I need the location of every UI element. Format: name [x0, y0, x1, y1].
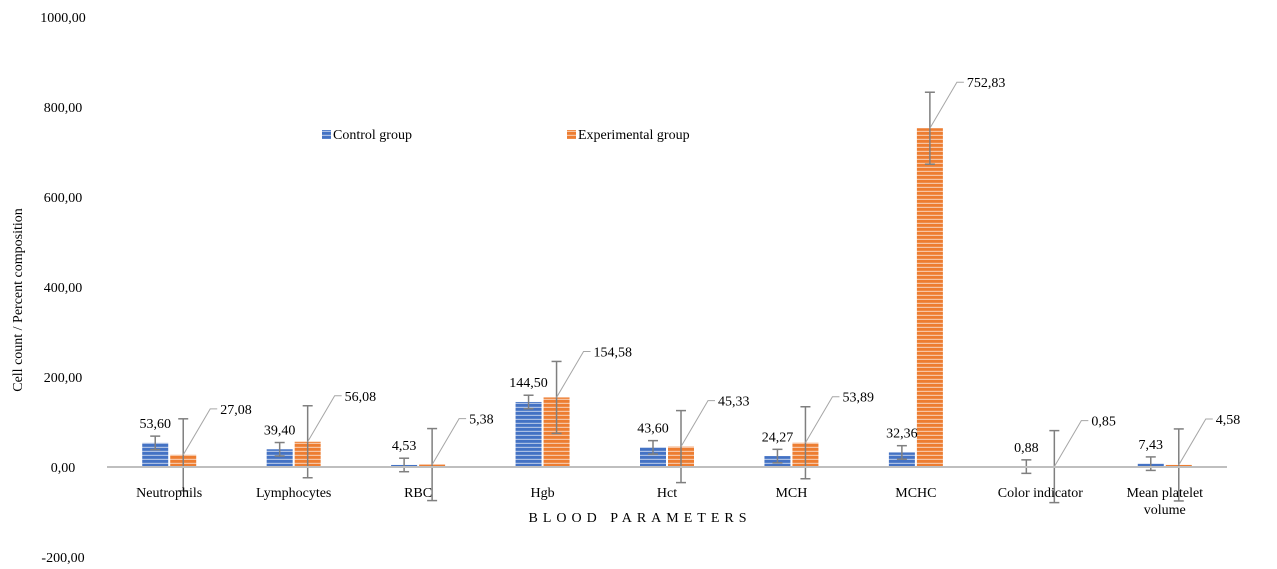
data-label: 5,38	[469, 413, 494, 428]
data-label-leader	[1053, 420, 1089, 467]
legend-label: Experimental group	[578, 128, 690, 143]
category-label: Neutrophils	[136, 486, 202, 501]
y-tick-label: 600,00	[44, 191, 83, 206]
category-label: Mean platelet	[1126, 486, 1203, 501]
data-label: 53,60	[139, 417, 171, 432]
bar-control	[515, 401, 542, 467]
bar-control	[266, 449, 293, 467]
y-tick-label: 0,00	[51, 461, 76, 476]
y-tick-label: 1000,00	[40, 11, 86, 26]
bars	[142, 128, 1192, 468]
category-label: volume	[1144, 503, 1186, 518]
data-label: 752,83	[967, 76, 1006, 91]
data-label-leader	[556, 350, 591, 398]
category-label: RBC	[404, 486, 432, 501]
data-label: 53,89	[842, 391, 874, 406]
data-label-leader	[307, 395, 342, 443]
data-label-leader	[182, 408, 218, 456]
legend: Control group Experimental group	[322, 128, 690, 143]
data-label: 27,08	[220, 403, 252, 418]
data-label: 144,50	[509, 376, 548, 391]
data-label-leader	[805, 396, 840, 444]
category-labels: Neutrophils Lymphocytes RBC Hgb Hct MCH MCHC Co…	[136, 486, 1203, 518]
bar-control	[640, 447, 666, 467]
data-label-leader	[680, 400, 715, 447]
data-label: 32,36	[886, 427, 918, 442]
y-tick-label: 400,00	[44, 281, 83, 296]
legend-label: Control group	[333, 128, 412, 143]
y-tick-label: 800,00	[44, 101, 83, 116]
data-label: 0,85	[1091, 415, 1116, 430]
data-label: 0,88	[1014, 441, 1039, 456]
category-label: Lymphocytes	[256, 486, 331, 501]
legend-swatch	[567, 130, 576, 139]
category-label: MCH	[775, 486, 807, 501]
y-tick-label: 200,00	[44, 371, 83, 386]
legend-swatch	[322, 130, 331, 139]
data-label: 4,58	[1216, 413, 1241, 428]
data-label: 43,60	[637, 422, 669, 437]
x-axis-title: BLOOD PARAMETERS	[528, 511, 751, 526]
category-label: MCHC	[895, 486, 936, 501]
data-label: 7,43	[1139, 438, 1164, 453]
data-label: 154,58	[594, 345, 633, 360]
bar-experimental	[916, 128, 943, 467]
data-label: 56,08	[345, 390, 377, 405]
data-label-leader	[431, 418, 467, 465]
data-label: 24,27	[762, 430, 794, 445]
data-label: 4,53	[392, 439, 417, 454]
y-tick-label: -200,00	[41, 551, 84, 566]
data-label: 45,33	[718, 395, 750, 410]
y-axis-title: Cell count / Percent composition	[11, 208, 26, 392]
y-axis-ticks: -200,00 0,00 200,00 400,00 600,00 800,00 1000,…	[40, 11, 86, 566]
category-label: Color indicator	[998, 486, 1083, 501]
data-labels: 53,60 27,08 39,40 56,08 4,53 5,38 144,50 154,58…	[139, 76, 1241, 467]
data-label-leader	[1178, 418, 1213, 466]
category-label: Hct	[657, 486, 677, 501]
data-label-leader	[929, 81, 964, 129]
data-label: 39,40	[264, 424, 296, 439]
category-label: Hgb	[530, 486, 554, 501]
